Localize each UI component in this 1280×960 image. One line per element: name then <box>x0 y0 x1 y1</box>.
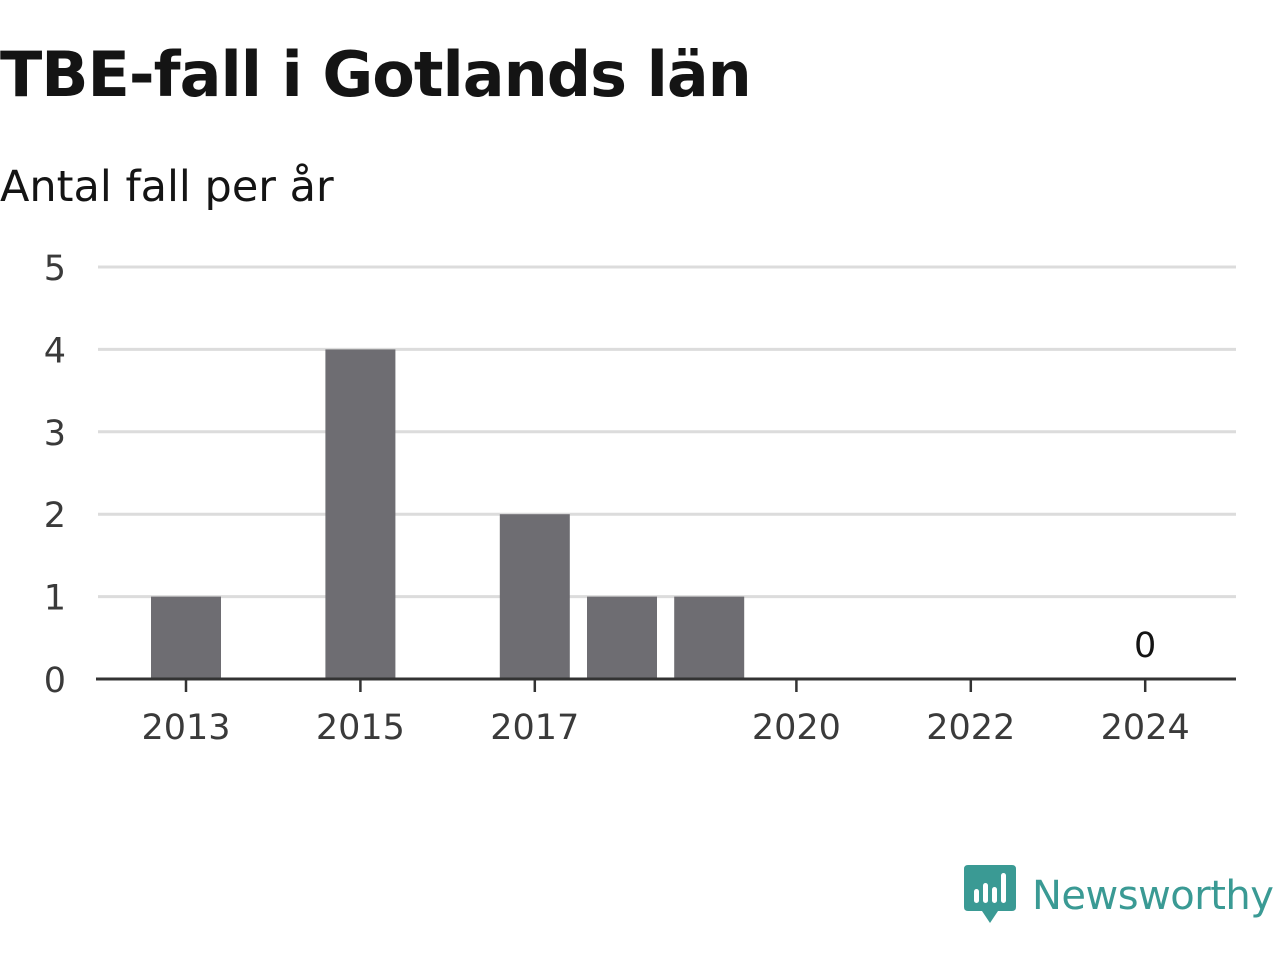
brand-logo: Newsworthy <box>964 864 1274 928</box>
bar-2018 <box>587 596 657 679</box>
bar-2013 <box>151 596 221 679</box>
y-tick-label: 1 <box>44 579 66 619</box>
x-tick-label: 2015 <box>316 708 405 748</box>
data-label: 0 <box>1134 626 1156 666</box>
newsworthy-chart-bubble-icon <box>964 865 1016 923</box>
chart-title: TBE-fall i Gotlands län <box>0 38 752 111</box>
y-tick-label: 5 <box>44 249 66 289</box>
x-tick-label: 2020 <box>752 708 841 748</box>
bar-2019 <box>674 596 745 679</box>
brand-name: Newsworthy <box>1032 873 1274 919</box>
bar-2017 <box>499 514 570 679</box>
y-tick-label: 0 <box>44 661 66 701</box>
chart-subtitle: Antal fall per år <box>0 162 334 212</box>
x-tick-label: 2024 <box>1101 708 1190 748</box>
y-tick-label: 2 <box>44 496 66 536</box>
x-tick-label: 2017 <box>490 708 579 748</box>
x-tick-label: 2013 <box>141 708 230 748</box>
bar-2015 <box>325 349 396 679</box>
y-tick-label: 4 <box>44 331 66 371</box>
x-tick-label: 2022 <box>926 708 1015 748</box>
y-tick-label: 3 <box>44 414 66 454</box>
